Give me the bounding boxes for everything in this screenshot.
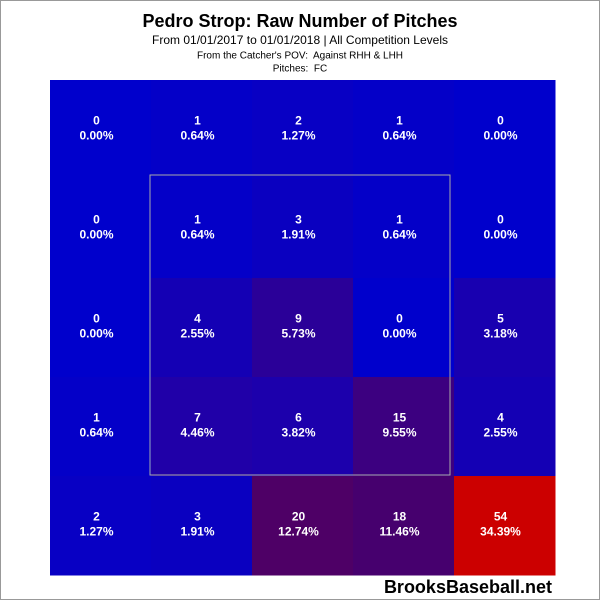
heat-cell (151, 476, 253, 576)
percent-label: 0.00% (79, 129, 113, 143)
percent-label: 4.46% (180, 426, 214, 440)
heat-cell (151, 377, 253, 477)
heat-cell (50, 179, 152, 279)
heat-cell (353, 278, 455, 378)
source: BrooksBaseball.net (384, 577, 552, 597)
percent-label: 2.55% (483, 426, 517, 440)
count-label: 1 (93, 411, 100, 425)
count-label: 0 (497, 114, 504, 128)
heat-cell (151, 80, 253, 180)
count-label: 54 (494, 510, 508, 524)
heat-cell (252, 179, 354, 279)
count-label: 6 (295, 411, 302, 425)
strike-zone (149, 174, 451, 476)
heat-cell (454, 179, 556, 279)
heat-cell (353, 476, 455, 576)
pitch-type: Pitches: FC (273, 64, 327, 75)
heat-cell (454, 377, 556, 477)
heat-cell (50, 377, 152, 477)
count-label: 4 (194, 312, 201, 326)
count-label: 0 (93, 312, 100, 326)
percent-label: 5.73% (281, 327, 315, 341)
heat-cell (252, 476, 354, 576)
count-label: 2 (93, 510, 100, 524)
percent-label: 0.64% (382, 129, 416, 143)
count-label: 2 (295, 114, 302, 128)
percent-label: 11.46% (379, 525, 419, 539)
percent-label: 3.18% (483, 327, 517, 341)
heat-cell (151, 278, 253, 378)
percent-label: 0.64% (79, 426, 113, 440)
percent-label: 3.82% (281, 426, 315, 440)
percent-label: 0.00% (483, 228, 517, 242)
count-label: 15 (393, 411, 407, 425)
heat-cell (353, 179, 455, 279)
heat-cell (50, 476, 152, 576)
count-label: 0 (396, 312, 403, 326)
count-label: 18 (393, 510, 407, 524)
percent-label: 12.74% (278, 525, 319, 539)
count-label: 1 (194, 213, 201, 227)
count-label: 5 (497, 312, 504, 326)
count-label: 4 (497, 411, 504, 425)
count-label: 20 (292, 510, 306, 524)
percent-label: 0.64% (180, 129, 214, 143)
heat-cell (50, 278, 152, 378)
percent-label: 0.00% (79, 327, 113, 341)
percent-label: 0.00% (382, 327, 416, 341)
count-label: 3 (295, 213, 302, 227)
heat-cell (454, 278, 556, 378)
heat-cell (353, 80, 455, 180)
count-label: 0 (497, 213, 504, 227)
percent-label: 1.27% (79, 525, 113, 539)
count-label: 1 (396, 114, 403, 128)
percent-label: 0.64% (180, 228, 214, 242)
count-label: 1 (396, 213, 403, 227)
heat-cell (353, 377, 455, 477)
heat-cell (252, 377, 354, 477)
percent-label: 0.00% (483, 129, 517, 143)
percent-label: 34.39% (480, 525, 521, 539)
percent-label: 1.27% (281, 129, 315, 143)
count-label: 9 (295, 312, 302, 326)
count-label: 7 (194, 411, 201, 425)
percent-label: 2.55% (180, 327, 214, 341)
heat-cell (252, 278, 354, 378)
heat-cell (454, 80, 556, 180)
heat-cell (252, 80, 354, 180)
percent-label: 9.55% (382, 426, 416, 440)
chart-title: Pedro Strop: Raw Number of Pitches (142, 11, 457, 31)
count-label: 1 (194, 114, 201, 128)
percent-label: 1.91% (281, 228, 315, 242)
count-label: 0 (93, 213, 100, 227)
percent-label: 0.00% (79, 228, 113, 242)
heat-cell (454, 476, 556, 576)
subtitle: From 01/01/2017 to 01/01/2018 | All Comp… (152, 33, 448, 47)
heat-cell (50, 80, 152, 180)
count-label: 0 (93, 114, 100, 128)
heat-cell (151, 179, 253, 279)
percent-label: 1.91% (180, 525, 214, 539)
count-label: 3 (194, 510, 201, 524)
perspective: From the Catcher's POV: Against RHH & LH… (197, 51, 403, 62)
percent-label: 0.64% (382, 228, 416, 242)
